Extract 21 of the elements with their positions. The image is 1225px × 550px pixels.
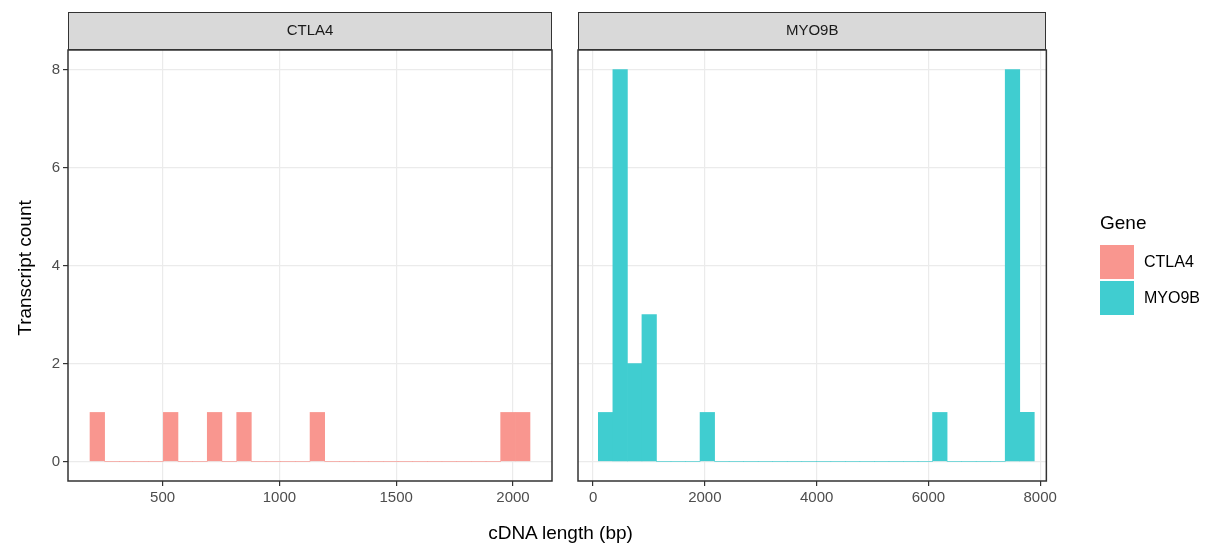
x-tick-label: 6000	[911, 488, 946, 506]
y-axis-title: Transcript count	[14, 199, 36, 338]
x-tick-label: 1500	[379, 488, 413, 506]
y-tick-label: 8	[51, 59, 60, 77]
x-tick-label: 2000	[496, 488, 530, 506]
chart-title: MYO9B	[578, 12, 1047, 50]
x-tick-label: 8000	[1023, 488, 1057, 506]
y-tick-label: 0	[51, 451, 60, 469]
x-tick-label: 1000	[262, 488, 297, 506]
x-tick-label: 500	[150, 488, 176, 506]
x-tick-label: 0	[588, 488, 598, 506]
legend-title: Gene	[1100, 212, 1148, 234]
legend-label: MYO9B	[1144, 289, 1201, 307]
x-tick-label: 4000	[799, 488, 834, 506]
y-tick-label: 2	[51, 353, 60, 371]
y-tick-label: 4	[51, 255, 60, 273]
x-axis-title: cDNA length (bp)	[487, 522, 634, 544]
y-tick-label: 6	[51, 157, 60, 175]
x-tick-label: 2000	[688, 488, 722, 506]
chart-title: CTLA4	[68, 12, 552, 50]
legend-label: CTLA4	[1144, 253, 1194, 271]
